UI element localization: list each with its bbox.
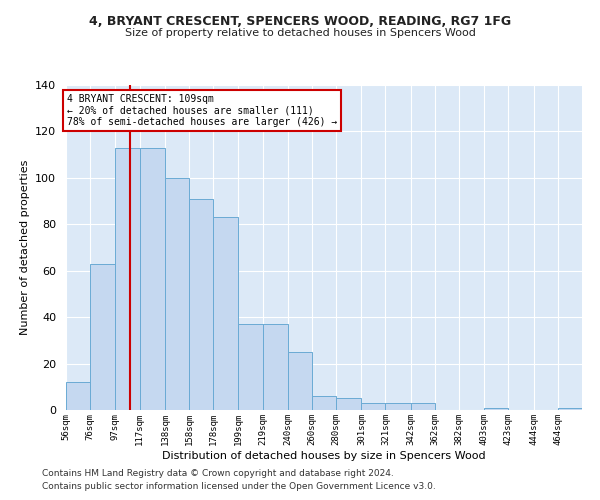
Text: 4 BRYANT CRESCENT: 109sqm
← 20% of detached houses are smaller (111)
78% of semi: 4 BRYANT CRESCENT: 109sqm ← 20% of detac… — [67, 94, 337, 128]
Bar — [361, 403, 385, 410]
Text: Size of property relative to detached houses in Spencers Wood: Size of property relative to detached ho… — [125, 28, 475, 38]
Bar — [213, 218, 238, 410]
Text: 4, BRYANT CRESCENT, SPENCERS WOOD, READING, RG7 1FG: 4, BRYANT CRESCENT, SPENCERS WOOD, READI… — [89, 15, 511, 28]
Bar — [484, 408, 508, 410]
Bar — [90, 264, 115, 410]
Bar — [165, 178, 189, 410]
Text: Contains public sector information licensed under the Open Government Licence v3: Contains public sector information licen… — [42, 482, 436, 491]
Bar — [140, 148, 165, 410]
Bar — [288, 352, 312, 410]
Bar — [66, 382, 90, 410]
Bar — [189, 198, 213, 410]
Bar — [263, 324, 288, 410]
Bar — [312, 396, 336, 410]
Bar — [336, 398, 361, 410]
Text: Contains HM Land Registry data © Crown copyright and database right 2024.: Contains HM Land Registry data © Crown c… — [42, 468, 394, 477]
Bar — [115, 148, 140, 410]
X-axis label: Distribution of detached houses by size in Spencers Wood: Distribution of detached houses by size … — [162, 450, 486, 460]
Bar — [238, 324, 263, 410]
Bar — [558, 408, 582, 410]
Bar — [385, 403, 411, 410]
Y-axis label: Number of detached properties: Number of detached properties — [20, 160, 29, 335]
Bar — [411, 403, 435, 410]
